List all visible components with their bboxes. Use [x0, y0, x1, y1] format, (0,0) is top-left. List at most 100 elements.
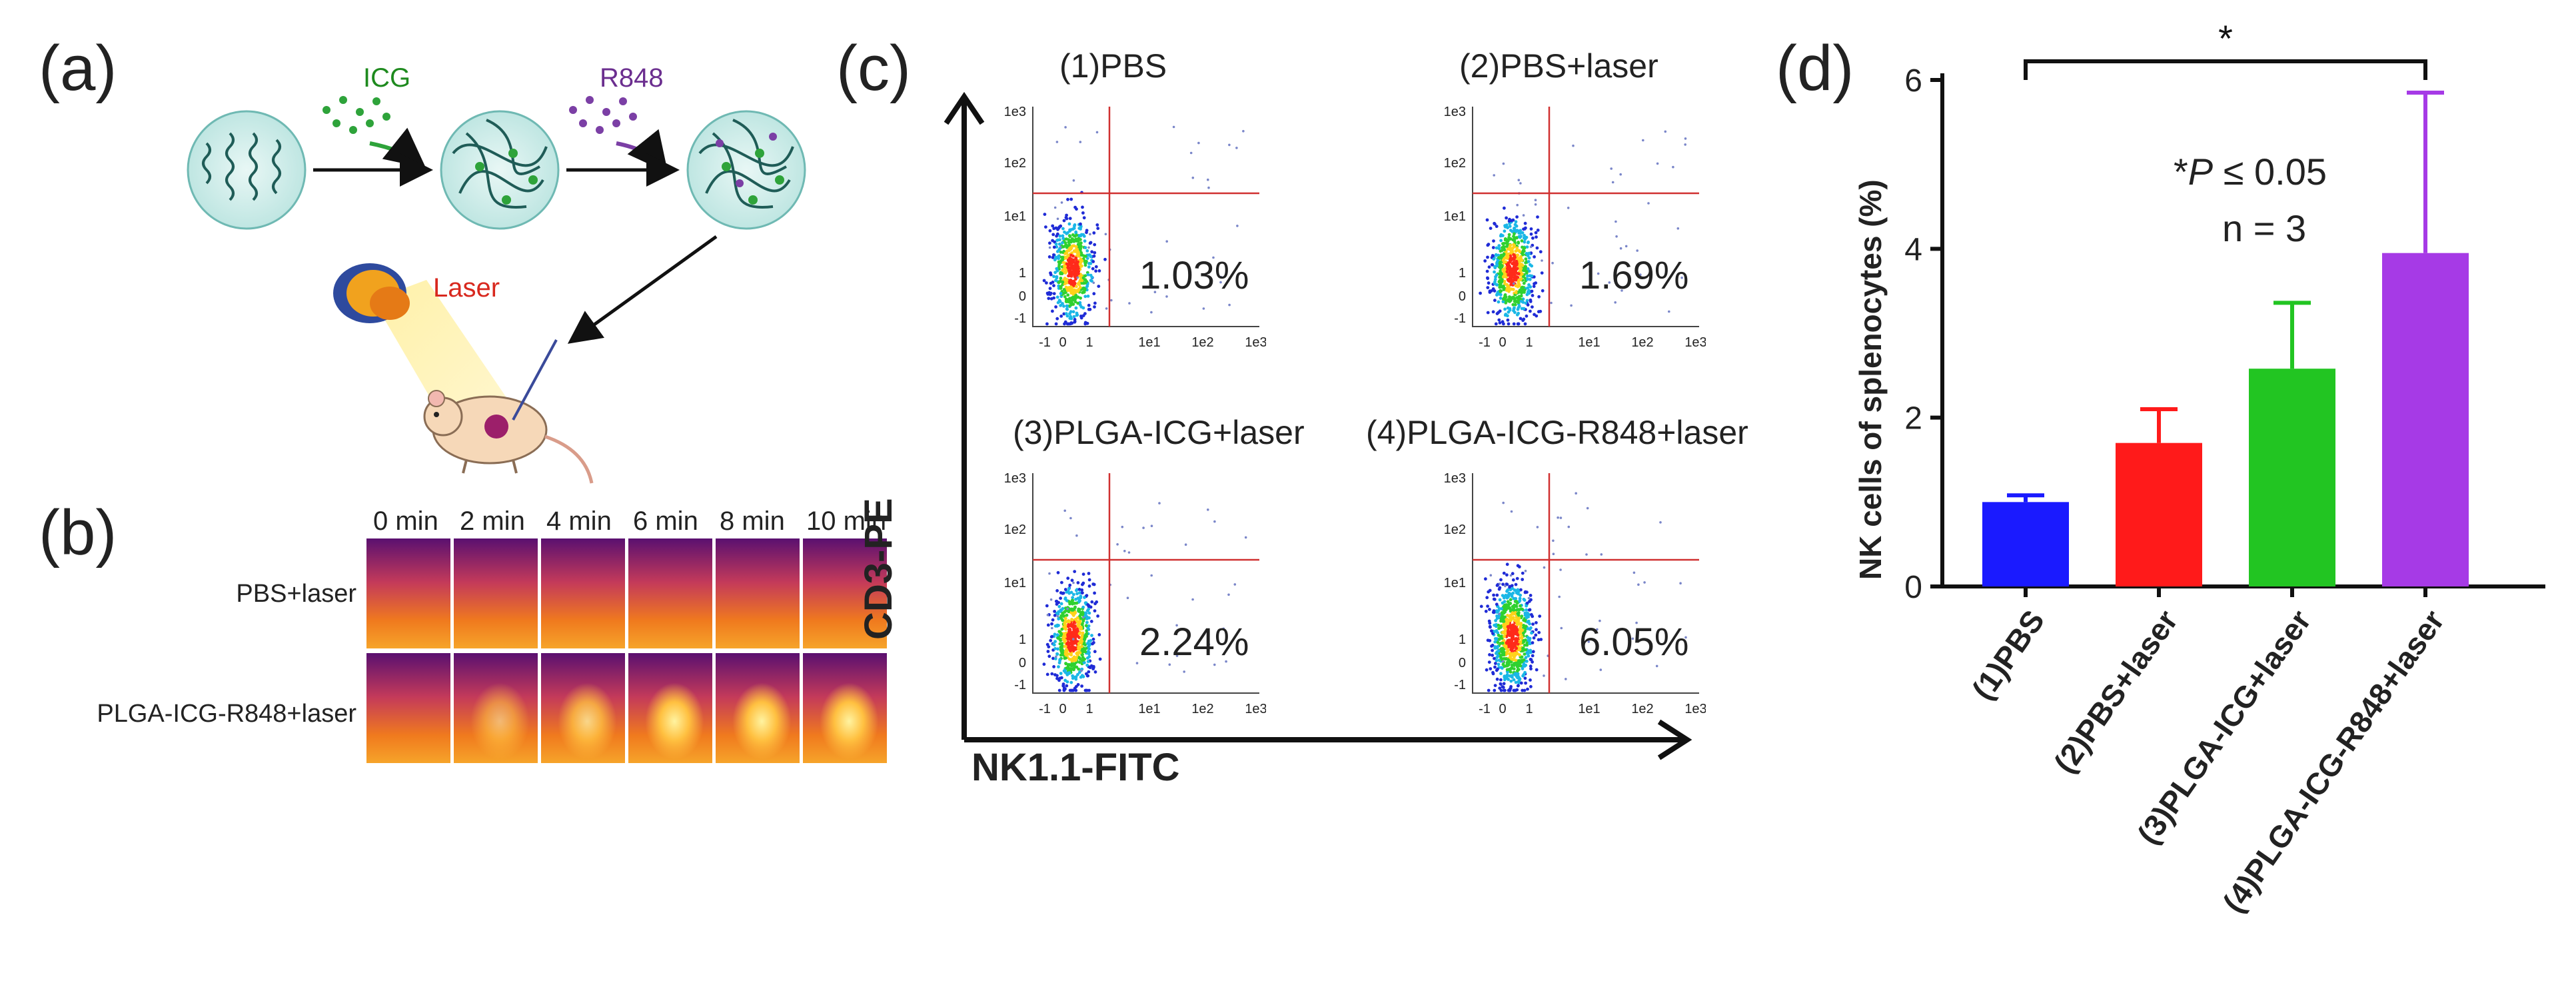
icg-label: ICG [363, 63, 411, 93]
y-tick-label: 6 [1904, 63, 1922, 99]
x-tick-label: 1e2 [1631, 702, 1653, 716]
panel-d-chart: 0 2 4 6 (1)PBS (2)PBS+laser (3)PLGA-ICG+laser(… [1839, 0, 2576, 981]
x-tick-label: 1e2 [1631, 335, 1653, 350]
y-tick-label: 1 [1459, 266, 1466, 281]
significance-star: * [2218, 17, 2233, 59]
x-tick-label: 1e1 [1578, 702, 1600, 716]
panel-label-b: (b) [39, 497, 117, 568]
panel-c-flow: CD3-PE NK1.1-FITC (1)PBS -1 0 1 1e1 1e2 1e3 1e3… [857, 0, 1839, 840]
x-tick-label: -1 [1479, 335, 1491, 350]
x-tick-label: (4)PLGA-ICG-R848+laser [2216, 604, 2451, 919]
thermal-row-treated [366, 653, 887, 763]
bar-3 [2249, 369, 2335, 586]
y-tick-label: 0 [1459, 289, 1466, 304]
mouse-illustration [423, 339, 594, 484]
y-tick-label: 1e1 [1004, 209, 1026, 224]
y-tick-label: -1 [1454, 678, 1466, 692]
y-tick-label: 4 [1904, 232, 1922, 267]
flow-plot-title: (1)PBS [1059, 47, 1167, 85]
panel-label-d: (d) [1776, 33, 1854, 104]
panel-label-a: (a) [39, 33, 117, 104]
x-tick-label: 1e3 [1245, 335, 1266, 350]
bar-1 [1982, 502, 2069, 586]
panel-label-c: (c) [836, 33, 911, 104]
x-tick-label: 1e1 [1138, 702, 1160, 716]
time-label-0: 0 min [373, 506, 438, 536]
y-tick-label: 1e1 [1004, 576, 1026, 590]
x-tick-label: 0 [1059, 702, 1066, 716]
icg-dots [322, 96, 390, 134]
row-label-plga-icg-r848-laser: PLGA-ICG-R848+laser [97, 700, 356, 728]
y-tick-label: -1 [1454, 311, 1466, 326]
y-tick-label: 1e2 [1444, 156, 1466, 171]
y-tick-label: 1 [1019, 266, 1026, 281]
time-label-4: 4 min [546, 506, 612, 536]
time-label-10: 10 min [806, 506, 887, 536]
nanoparticle-icg [440, 110, 560, 230]
thermal-image-grid [366, 538, 887, 763]
x-tick-label: 0 [1499, 335, 1506, 350]
x-tick-label: 0 [1059, 335, 1066, 350]
flow-plot-percent: 1.69% [1579, 254, 1689, 297]
flow-plot-title: (2)PBS+laser [1459, 47, 1658, 85]
time-label-8: 8 min [720, 506, 785, 536]
x-tick-label: -1 [1039, 702, 1051, 716]
x-tick-label: 0 [1499, 702, 1506, 716]
x-tick-label: 1e1 [1578, 335, 1600, 350]
y-tick-label: 0 [1459, 656, 1466, 670]
y-tick-label: 1 [1019, 632, 1026, 647]
thermal-row-pbs [366, 538, 887, 648]
bar-4 [2382, 253, 2469, 586]
x-tick-label: 1 [1525, 335, 1533, 350]
significance-bracket [2024, 59, 2427, 80]
x-tick-label: 1e3 [1684, 702, 1706, 716]
x-tick-label: 1e2 [1191, 335, 1213, 350]
flow-axes [944, 91, 1692, 760]
bar-chart-svg: 0246(1)PBS(2)PBS+laser(3)PLGA-ICG+laser(… [1904, 17, 2545, 919]
time-label-2: 2 min [460, 506, 525, 536]
syringe-needle [512, 339, 558, 421]
flow-plot-percent: 6.05% [1579, 620, 1689, 664]
x-tick-label: 1e3 [1245, 702, 1266, 716]
flow-plot-title: (3)PLGA-ICG+laser [1013, 414, 1305, 451]
p-value-annotation: *P ≤ 0.05 [2174, 151, 2327, 193]
y-tick-label: 0 [1019, 656, 1026, 670]
x-tick-label: (1)PBS [1965, 604, 2051, 706]
y-tick-label: 1e1 [1444, 209, 1466, 224]
y-tick-label: 0 [1904, 570, 1922, 605]
x-tick-label: 1e2 [1191, 702, 1213, 716]
flow-plot-canvas: -1 0 1 1e1 1e2 1e3 1e3 1e2 1e1 1 0 -1 [1444, 105, 1706, 350]
flow-plot-canvas: -1 0 1 1e1 1e2 1e3 1e3 1e2 1e1 1 0 -1 [1004, 105, 1266, 350]
nanoparticle-empty [187, 110, 307, 230]
y-tick-label: 1e2 [1004, 522, 1026, 537]
r848-loading-arrow [616, 129, 668, 173]
y-tick-label: 2 [1904, 401, 1922, 437]
y-tick-label: 1e3 [1444, 105, 1466, 119]
y-tick-label: 1e1 [1444, 576, 1466, 590]
icg-loading-arrow [369, 127, 426, 169]
y-tick-label: 1 [1459, 632, 1466, 647]
x-tick-label: -1 [1039, 335, 1051, 350]
x-tick-label: (2)PBS+laser [2047, 604, 2184, 779]
y-tick-label: 1e3 [1004, 471, 1026, 486]
y-tick-label: 0 [1019, 289, 1026, 304]
y-tick-label: -1 [1014, 311, 1026, 326]
r848-dots [569, 96, 637, 134]
y-tick-label: 1e3 [1004, 105, 1026, 119]
flow-plot-canvas: -1 0 1 1e1 1e2 1e3 1e3 1e2 1e1 1 0 -1 [1004, 471, 1266, 716]
time-label-6: 6 min [633, 506, 698, 536]
r848-label: R848 [600, 63, 664, 93]
x-tick-label: 1e1 [1138, 335, 1160, 350]
laser-device [333, 263, 410, 323]
x-tick-label: 1 [1085, 335, 1093, 350]
y-tick-label: 1e2 [1444, 522, 1466, 537]
y-tick-label: 1e2 [1004, 156, 1026, 171]
y-axis-label-cd3: CD3-PE [857, 498, 900, 640]
flow-plot-percent: 1.03% [1139, 254, 1249, 297]
row-label-pbs-laser: PBS+laser [236, 580, 356, 608]
schematic-drawing [187, 96, 806, 484]
chart-y-label: NK cells of splenocytes (%) [1853, 179, 1888, 580]
bar-2 [2116, 443, 2202, 586]
x-axis-label-nk11: NK1.1-FITC [971, 746, 1180, 789]
panel-a-schematic: ICG R848 Laser [0, 0, 833, 493]
